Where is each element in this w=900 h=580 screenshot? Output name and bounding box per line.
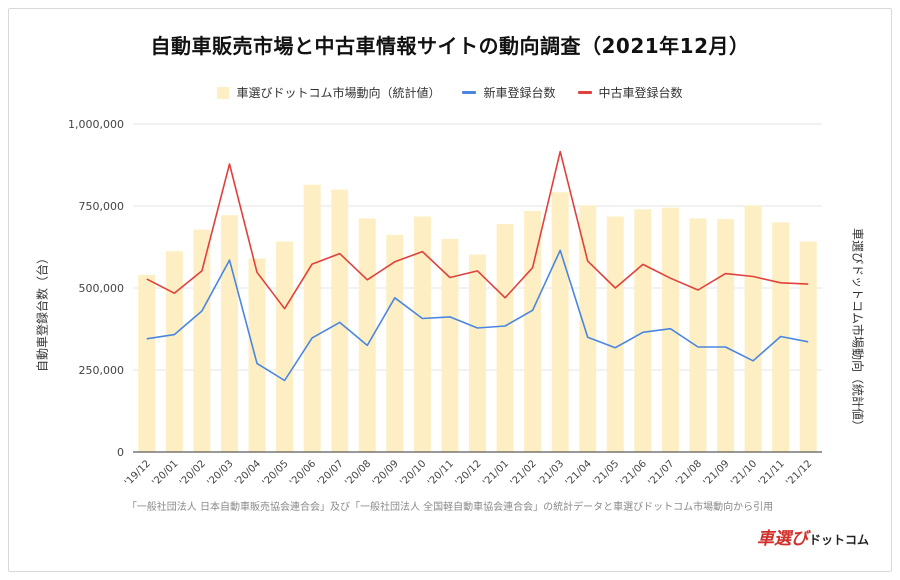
logo-main-text: 車選び [757,529,808,549]
bar-market-trend [248,258,266,452]
bar-market-trend [220,215,238,452]
bar-market-trend [717,219,735,452]
bar-market-trend [799,241,817,452]
x-tick-label: '20/10 [398,458,428,488]
x-tick-label: '20/12 [454,458,484,488]
legend-swatch-bar [217,86,230,99]
x-tick-label: '21/10 [729,458,759,488]
y-tick-label: 750,000 [79,200,125,213]
x-tick-label: '21/01 [481,458,511,488]
bar-market-trend [551,192,569,452]
x-tick-label: '21/07 [646,458,676,488]
source-note: 「一般社団法人 日本自動車販売協会連合会」及び「一般社団法人 全国軽自動車協会連… [126,502,774,513]
line-new-cars [146,249,809,382]
line-used-cars [146,150,809,310]
bar-market-trend [661,207,679,452]
x-tick-label: '21/03 [536,458,566,488]
bar-market-trend [606,216,624,452]
bar-market-trend [165,251,183,452]
y-tick-label: 500,000 [79,282,125,295]
bar-market-trend [413,216,431,452]
x-tick-label: '20/02 [178,458,208,488]
x-tick-label: '19/12 [123,458,153,488]
bar-market-trend [138,274,156,452]
x-tick-label: '21/06 [619,458,649,488]
bar-market-trend [441,238,459,452]
logo-sub-text: ドットコム [809,533,870,547]
x-tick-label: '20/09 [371,458,401,488]
bar-market-trend [496,224,514,452]
bar-market-trend [276,241,294,452]
legend-item-new-cars[interactable]: 新車登録台数 [462,84,556,101]
x-tick-label: '21/02 [509,458,539,488]
bar-market-trend [303,184,321,452]
legend-item-used-cars[interactable]: 中古車登録台数 [577,84,683,101]
chart-legend: 車選びドットコム市場動向（統計値） 新車登録台数 中古車登録台数 [0,84,900,101]
bar-market-trend [193,229,211,452]
legend-swatch-used [577,91,592,94]
y-tick-label: 0 [117,446,124,459]
x-tick-label: '21/08 [674,458,704,488]
y-tick-label: 1,000,000 [68,118,124,131]
bar-market-trend [524,210,542,452]
x-tick-label: '20/08 [343,458,373,488]
legend-label-market-trend: 車選びドットコム市場動向（統計値） [236,86,441,100]
x-tick-label: '20/05 [261,458,291,488]
bar-market-trend [634,209,652,452]
x-tick-label: '21/05 [591,458,621,488]
x-tick-label: '21/11 [757,458,787,488]
x-tick-label: '20/04 [233,458,263,488]
chart-title: 自動車販売市場と中古車情報サイトの動向調査（2021年12月） [150,34,750,58]
legend-label-new-cars: 新車登録台数 [483,86,556,100]
x-tick-label: '20/11 [426,458,456,488]
x-tick-label: '21/12 [784,458,814,488]
bar-market-trend [331,189,349,452]
x-tick-label: '21/09 [702,458,732,488]
y-tick-label: 250,000 [79,364,125,377]
x-tick-label: '20/06 [288,458,318,488]
x-tick-label: '21/04 [564,458,594,488]
bar-market-trend [469,254,486,452]
bar-market-trend [579,205,597,452]
x-tick-label: '20/03 [205,458,235,488]
x-tick-label: '20/07 [316,458,346,488]
bar-market-trend [386,234,404,452]
legend-label-used-cars: 中古車登録台数 [598,86,683,100]
legend-item-market-trend[interactable]: 車選びドットコム市場動向（統計値） [217,84,440,101]
site-logo: 車選び ドットコム [757,524,869,549]
x-tick-label: '20/01 [150,458,180,488]
bar-market-trend [744,205,762,452]
bar-market-trend [689,218,707,452]
legend-swatch-new [462,91,477,94]
